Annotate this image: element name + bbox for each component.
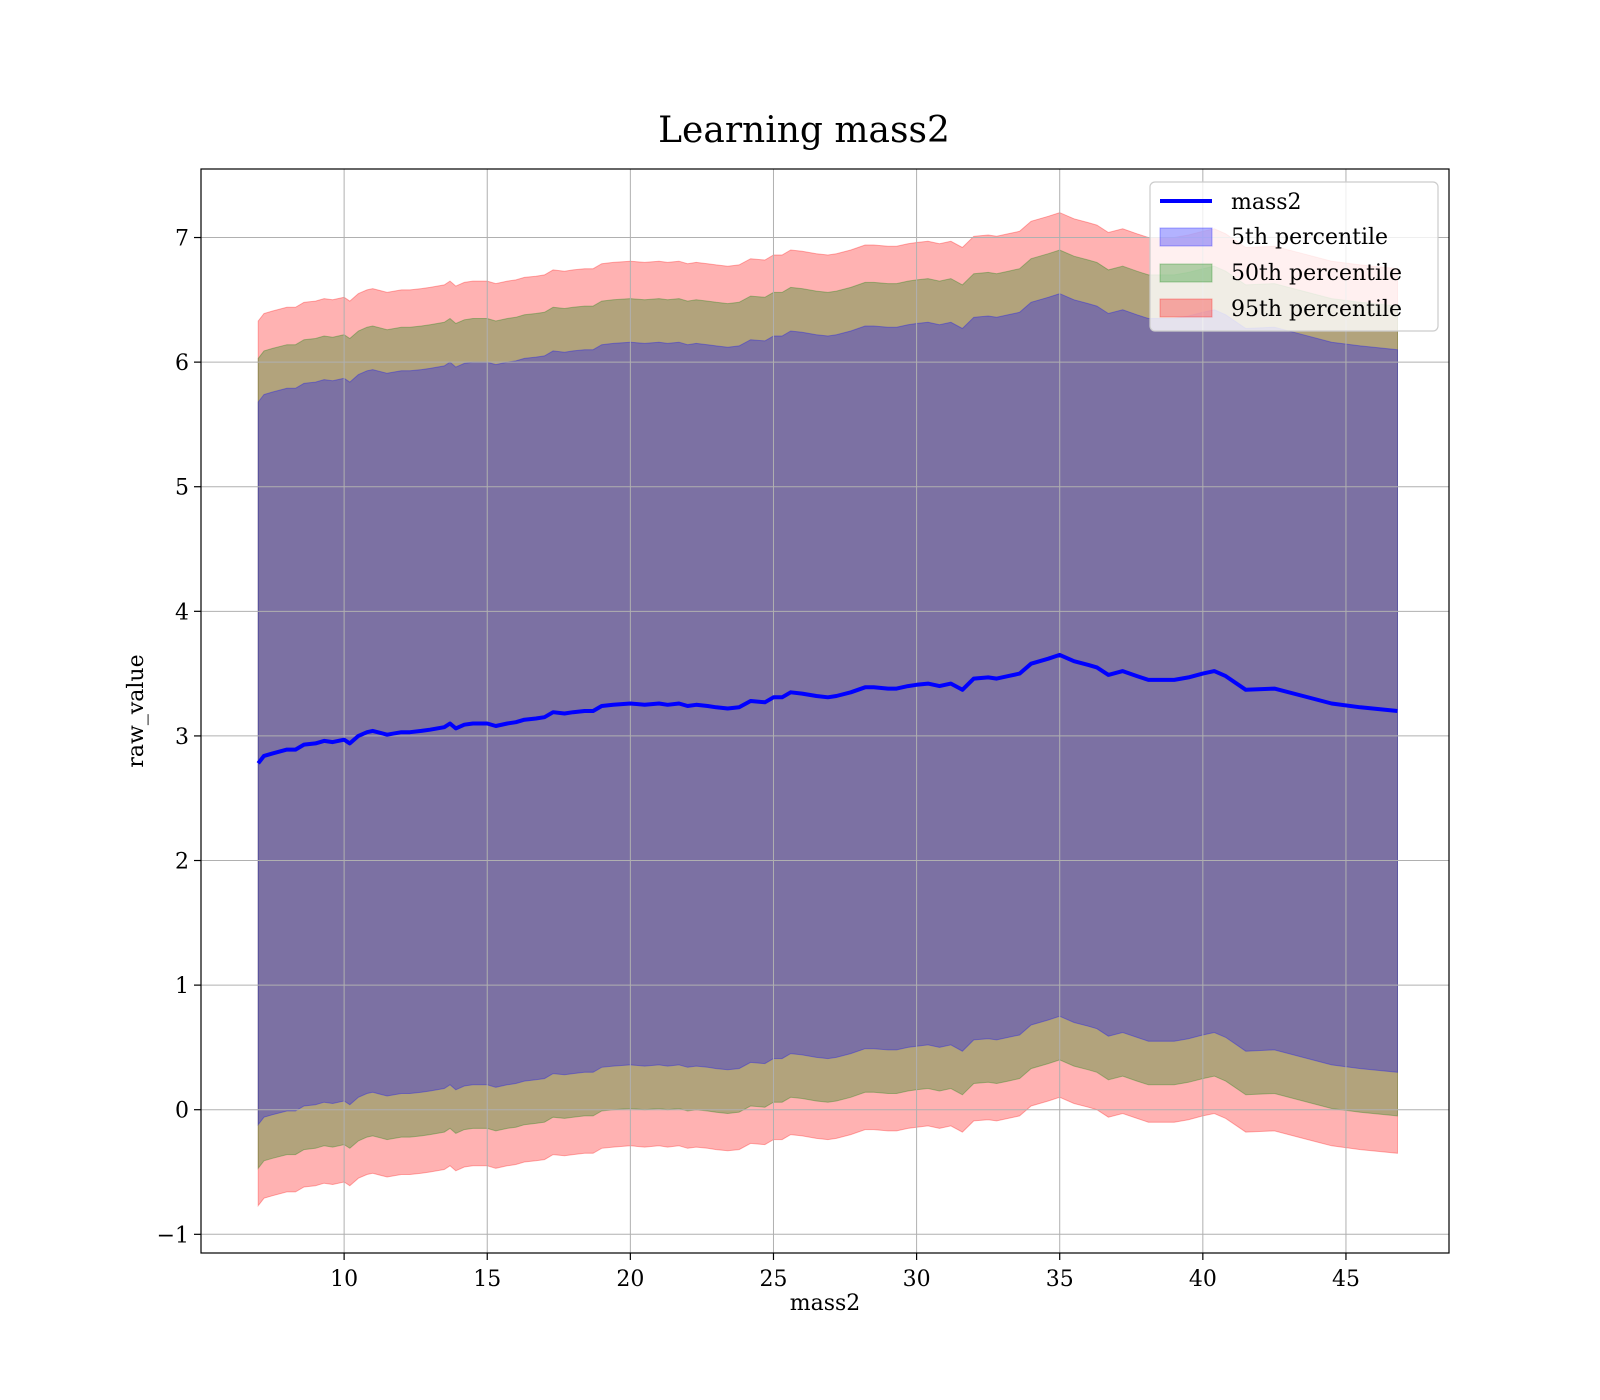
- legend-label-95th: 95th percentile: [1231, 297, 1402, 322]
- y-tick-label: 6: [175, 351, 189, 376]
- x-tick-label: 45: [1332, 1267, 1360, 1292]
- y-tick-label: 5: [175, 476, 189, 501]
- y-tick-label: 0: [175, 1099, 189, 1124]
- plot-frame: [200, 168, 1450, 1254]
- y-tick-label: 1: [175, 974, 189, 999]
- band-5th-percentile: [257, 293, 1398, 1127]
- legend-swatch-50th: [1159, 263, 1213, 283]
- line-mass2: [256, 652, 1398, 765]
- y-axis-label: raw_value: [124, 654, 149, 767]
- grid-layer: [201, 169, 1449, 1253]
- x-axis-label: mass2: [790, 1291, 861, 1316]
- legend-label-5th: 5th percentile: [1231, 225, 1388, 250]
- x-tick-label: 30: [903, 1267, 931, 1292]
- chart-title: Learning mass2: [658, 110, 950, 151]
- band-95th-percentile: [257, 212, 1398, 1208]
- x-tick-label: 35: [1046, 1267, 1074, 1292]
- legend-swatch-5th: [1159, 227, 1213, 247]
- x-tick-label: 15: [473, 1267, 501, 1292]
- legend-swatch-95th: [1159, 298, 1213, 318]
- x-tick-label: 10: [330, 1267, 358, 1292]
- legend-box: [1149, 181, 1439, 332]
- y-tick-label: 4: [175, 600, 189, 625]
- bands-layer: [257, 212, 1398, 1208]
- y-tick-label: 3: [175, 725, 189, 750]
- x-tick-label: 25: [759, 1267, 787, 1292]
- y-tick-label: −1: [157, 1223, 189, 1248]
- legend-label-mass2: mass2: [1231, 190, 1302, 215]
- legend: mass2 5th percentile 50th percentile 95t…: [1149, 181, 1439, 332]
- band-50th-percentile: [257, 249, 1398, 1170]
- legend-label-50th: 50th percentile: [1231, 261, 1402, 286]
- x-tick-label: 40: [1189, 1267, 1217, 1292]
- y-tick-label: 2: [175, 850, 189, 875]
- x-ticks: 10 15 20 25 30 35 40 45: [330, 1253, 1360, 1292]
- x-tick-label: 20: [616, 1267, 644, 1292]
- y-ticks: −1 0 1 2 3 4 5 6 7: [157, 227, 201, 1248]
- line-layer: [256, 652, 1398, 765]
- y-tick-label: 7: [175, 227, 189, 252]
